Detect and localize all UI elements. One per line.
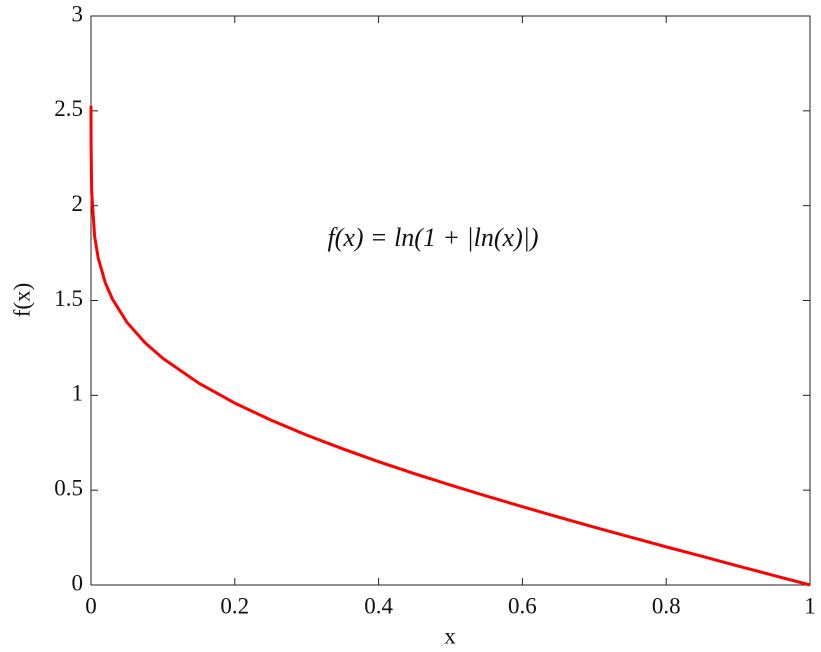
- x-axis-label: x: [444, 623, 456, 648]
- x-tick-label: 0.6: [508, 593, 537, 618]
- y-tick-label: 2: [72, 191, 84, 216]
- annotation: f(x) = ln(1 + |ln(x)|): [327, 223, 538, 252]
- x-tick-label: 0.8: [652, 593, 681, 618]
- y-tick-label: 3: [72, 1, 84, 26]
- y-tick-label: 2.5: [54, 96, 83, 121]
- y-tick-label: 1: [72, 381, 84, 406]
- y-tick-label: 0.5: [54, 475, 83, 500]
- plot-frame: [90, 15, 811, 586]
- x-tick-label: 0.4: [364, 593, 393, 618]
- x-tick-label: 1: [804, 593, 816, 618]
- x-tick-label: 0: [85, 593, 97, 618]
- x-tick-label: 0.2: [220, 593, 249, 618]
- y-axis-label: f(x): [9, 283, 34, 317]
- y-tick-label: 0: [72, 570, 84, 595]
- y-tick-label: 1.5: [54, 286, 83, 311]
- data-line: [89, 105, 811, 587]
